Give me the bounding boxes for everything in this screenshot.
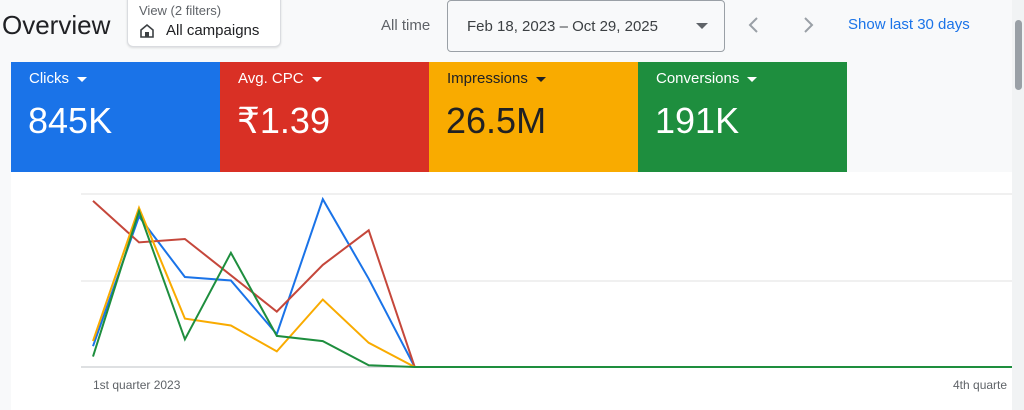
date-range-picker[interactable]: Feb 18, 2023 – Oct 29, 2025 [447,0,725,52]
metric-value: ₹1.39 [237,100,330,141]
view-filter-card[interactable]: View (2 filters) All campaigns [127,0,281,47]
metric-label: Clicks [29,70,87,87]
caret-down-icon [77,76,87,82]
scrollbar-thumb[interactable] [1015,20,1022,90]
x-tick-label: 1st quarter 2023 [93,378,181,392]
view-filter-label: View (2 filters) [139,3,222,18]
series-line-clicks [92,196,1012,368]
overview-header: Overview View (2 filters) All campaigns … [0,0,1024,62]
performance-chart-card: 1st quarter 2023 4th quarte [11,172,1012,410]
page-title: Overview [2,10,111,40]
chevron-right-icon[interactable] [797,14,819,36]
metric-value: 26.5M [446,100,547,141]
series-line-avg-cpc [92,200,1012,368]
scrollbar[interactable] [1012,0,1024,410]
series-line-conversions [92,208,1012,368]
store-icon [140,23,154,38]
metric-card-avg-cpc[interactable]: Avg. CPC ₹1.39 [220,62,429,172]
chevron-left-icon[interactable] [743,14,765,36]
date-range-text: Feb 18, 2023 – Oct 29, 2025 [467,18,658,35]
caret-down-icon [747,76,758,82]
view-filter-value: All campaigns [166,22,260,39]
metric-card-conversions[interactable]: Conversions 191K [638,62,847,172]
metric-label: Impressions [447,70,546,87]
range-label: All time [381,17,431,34]
metric-value: 191K [655,100,740,141]
caret-down-icon [696,23,708,29]
metric-label: Conversions [656,70,758,87]
metric-card-impressions[interactable]: Impressions 26.5M [429,62,638,172]
metric-value: 845K [28,100,113,141]
show-last-30-days-link[interactable]: Show last 30 days [848,16,970,33]
performance-line-chart: 1st quarter 2023 4th quarte [81,193,1012,392]
metric-card-clicks[interactable]: Clicks 845K [11,62,220,172]
caret-down-icon [311,76,322,82]
metric-label: Avg. CPC [238,70,322,87]
caret-down-icon [535,76,546,82]
series-line-impressions [92,204,1012,368]
x-tick-label: 4th quarte [953,378,1007,392]
